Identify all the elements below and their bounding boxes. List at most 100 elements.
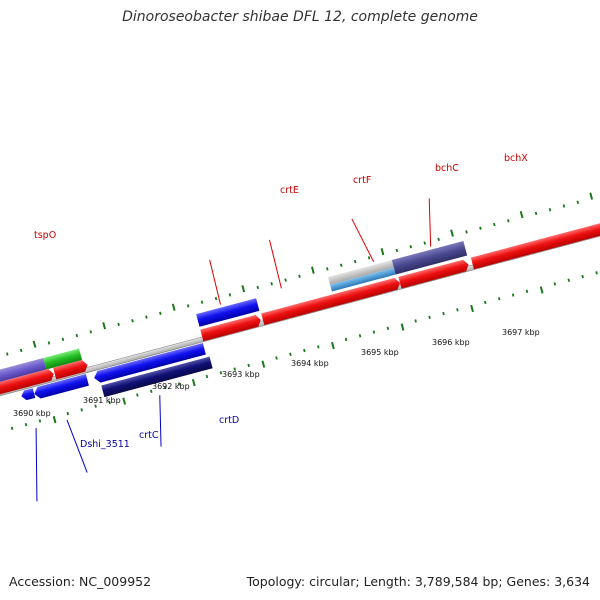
reverse-gene-block [101, 356, 213, 398]
minor-tick [66, 411, 70, 416]
minor-tick [353, 259, 357, 264]
map-title: Dinoroseobacter shibae DFL 12, complete … [122, 9, 478, 25]
forward-gene-arrow [332, 277, 400, 307]
tick-label: 3690 kbp [13, 409, 51, 418]
minor-tick [275, 356, 278, 360]
minor-tick [493, 222, 496, 227]
minor-tick [339, 263, 343, 267]
minor-tick [358, 334, 362, 338]
minor-tick [177, 382, 181, 386]
forward-gene-arrow [53, 360, 88, 380]
minor-tick [562, 204, 566, 208]
minor-tick [576, 200, 580, 204]
minor-tick [163, 385, 167, 390]
major-tick [122, 397, 127, 405]
minor-tick [298, 274, 301, 279]
minor-tick [89, 330, 93, 334]
forward-label-leaders [209, 198, 432, 305]
major-tick [519, 211, 524, 219]
minor-tick [159, 311, 162, 316]
tick-label: 3696 kbp [432, 338, 470, 347]
minor-tick [497, 297, 501, 301]
reverse-label-leaders [35, 395, 162, 502]
minor-tick [289, 352, 292, 356]
forward-gene-arrow [200, 314, 261, 342]
minor-tick [24, 422, 28, 427]
major-tick [539, 286, 544, 294]
tick-label: 3694 kbp [291, 359, 329, 368]
minor-tick [10, 426, 14, 431]
minor-tick [75, 333, 79, 338]
minor-tick [186, 304, 190, 308]
minor-tick [423, 241, 426, 245]
forward-gene-arrow [261, 294, 339, 326]
tick-label: 3697 kbp [502, 328, 540, 337]
minor-tick [131, 319, 134, 323]
reverse-gene-arrow [21, 388, 36, 401]
major-tick [171, 303, 176, 311]
tick-label: 3695 kbp [361, 348, 399, 357]
feature-gray [328, 260, 394, 285]
minor-tick [150, 389, 153, 393]
minor-tick [428, 315, 431, 319]
minor-tick [145, 315, 148, 319]
minor-tick [94, 404, 97, 408]
major-tick [589, 192, 594, 200]
minor-tick [534, 211, 538, 216]
minor-tick [19, 348, 23, 353]
major-tick [470, 304, 474, 313]
minor-tick [456, 308, 459, 312]
gene-label-bchX: bchX [504, 153, 528, 164]
reverse-tick-track [10, 271, 598, 431]
forward-tick-track [6, 192, 594, 356]
gene-label-crtE: crtE [280, 185, 299, 196]
minor-tick [372, 330, 376, 334]
major-tick [52, 415, 57, 424]
minor-tick [80, 408, 83, 412]
gene-label-crtF: crtF [353, 175, 371, 186]
minor-tick [409, 245, 413, 249]
feature-slate [391, 241, 468, 275]
major-tick [102, 322, 106, 330]
minor-tick [228, 293, 232, 297]
minor-tick [326, 267, 329, 271]
gene-label-bchC: bchC [435, 163, 459, 174]
minor-tick [38, 419, 42, 423]
minor-tick [205, 374, 209, 379]
minor-tick [47, 341, 51, 345]
major-tick [241, 285, 246, 293]
minor-tick [284, 278, 287, 282]
forward-gene-arrow [0, 369, 54, 407]
minor-tick [414, 319, 417, 323]
minor-tick [247, 363, 250, 368]
feature-green [43, 348, 83, 370]
minor-tick [256, 285, 260, 290]
reverse-gene-arrow [94, 342, 206, 383]
minor-tick [317, 345, 320, 349]
minor-tick [484, 300, 487, 305]
minor-tick [367, 256, 371, 260]
major-tick [191, 378, 196, 387]
tick-labels: 3690 kbp 3691 kbp 3692 kbp 3693 kbp 3694… [13, 328, 540, 418]
minor-tick [548, 208, 552, 212]
major-tick [331, 341, 335, 350]
major-tick [261, 360, 266, 368]
major-tick [400, 323, 405, 331]
accession-text: Accession: NC_009952 [9, 574, 152, 589]
minor-tick [61, 337, 65, 341]
minor-tick [136, 393, 139, 397]
tick-label: 3692 kbp [152, 382, 190, 391]
gene-label-crtC: crtC [139, 430, 159, 441]
feature-purple [0, 357, 47, 395]
major-tick [380, 248, 385, 256]
gene-labels: tspO crtE crtF bchC bchX Dshi_3511 crtC … [34, 153, 528, 450]
minor-tick [219, 371, 223, 375]
gene-label-dshi-3511: Dshi_3511 [80, 439, 130, 450]
minor-tick [386, 326, 390, 331]
minor-tick [595, 271, 598, 275]
major-tick [32, 340, 37, 348]
minor-tick [395, 248, 399, 253]
minor-tick [270, 282, 273, 286]
minor-tick [442, 311, 445, 316]
